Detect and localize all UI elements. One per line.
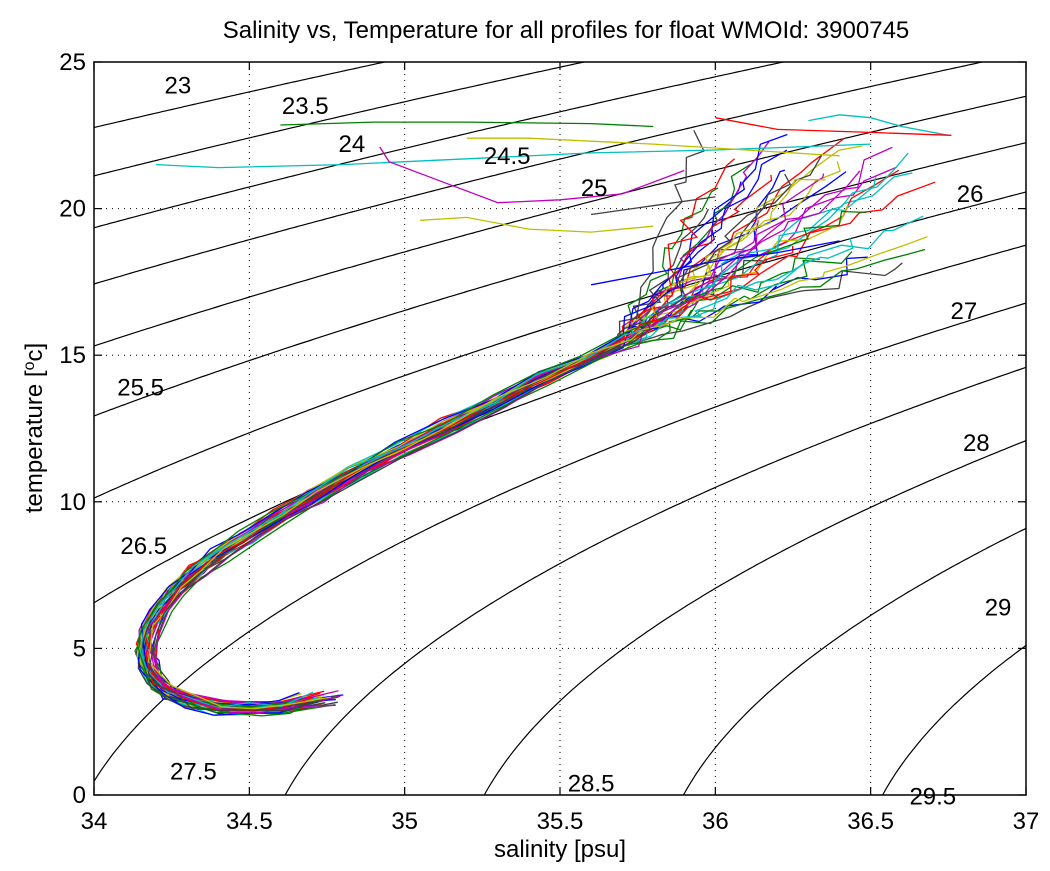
density-contour xyxy=(94,244,1026,604)
surface-profile-line xyxy=(420,216,654,233)
density-contour xyxy=(94,62,986,285)
profile-line xyxy=(136,161,841,716)
profile-line xyxy=(145,257,820,712)
y-axis-label-sup: o xyxy=(21,361,38,370)
profile-line xyxy=(151,251,853,717)
contour-label: 27 xyxy=(951,298,978,325)
x-tick-label: 34 xyxy=(81,808,108,835)
x-axis-ticks: 34 34.5 35 35.5 36 36.5 37 xyxy=(81,62,1040,835)
y-axis-label-end: c] xyxy=(21,343,48,362)
density-contour xyxy=(682,527,1026,795)
density-contour xyxy=(284,366,1026,795)
profile-line xyxy=(153,262,903,712)
contour-label: 23.5 xyxy=(282,93,329,120)
x-axis-label: salinity [psu] xyxy=(494,836,626,863)
surface-profile-line xyxy=(715,117,952,136)
profile-line xyxy=(140,130,705,711)
profile-line xyxy=(141,248,926,715)
profile-line xyxy=(140,174,773,707)
x-tick-label: 35 xyxy=(391,808,418,835)
profile-line xyxy=(136,210,867,708)
x-tick-label: 34.5 xyxy=(226,808,273,835)
x-tick-label: 35.5 xyxy=(537,808,584,835)
surface-profile-line xyxy=(808,114,949,136)
y-axis-ticks: 0 5 10 15 20 25 xyxy=(59,49,1026,809)
density-contour xyxy=(94,62,587,177)
y-axis-label: temperature [oc] xyxy=(21,343,48,513)
x-tick-label: 36.5 xyxy=(847,808,894,835)
y-tick-label: 15 xyxy=(59,342,86,369)
y-tick-label: 25 xyxy=(59,49,86,76)
profile-line xyxy=(147,236,928,710)
contour-label: 25 xyxy=(581,175,608,202)
profile-line xyxy=(138,215,924,707)
y-tick-label: 0 xyxy=(73,782,86,809)
surface-profile-line xyxy=(280,121,654,128)
contour-label: 24.5 xyxy=(484,143,531,170)
profile-line xyxy=(135,137,845,704)
contour-label: 26 xyxy=(957,181,984,208)
profile-line xyxy=(147,173,792,712)
contour-label: 25.5 xyxy=(117,374,164,401)
contour-label: 29.5 xyxy=(909,783,956,810)
surface-profile-line xyxy=(466,137,840,157)
density-contour xyxy=(483,440,1026,795)
profile-line xyxy=(140,204,849,708)
density-contour xyxy=(94,142,1026,417)
contour-label: 28.5 xyxy=(568,770,615,797)
profile-line xyxy=(140,237,854,709)
density-contour xyxy=(881,645,1026,795)
profile-line xyxy=(134,187,719,711)
surface-profile-line xyxy=(156,143,871,169)
x-tick-label: 37 xyxy=(1013,808,1040,835)
contour-label: 23 xyxy=(165,72,192,99)
density-contour xyxy=(94,302,1026,782)
density-contour xyxy=(94,191,1026,499)
contour-label: 27.5 xyxy=(170,759,217,786)
density-contours xyxy=(94,62,1026,795)
chart-title: Salinity vs, Temperature for all profile… xyxy=(223,17,910,44)
grid-lines xyxy=(94,62,1026,795)
y-tick-label: 20 xyxy=(59,196,86,223)
profile-line xyxy=(137,172,913,708)
profile-line xyxy=(154,146,893,714)
surface-profile-line xyxy=(590,240,840,286)
contour-label: 24 xyxy=(339,131,366,158)
surface-profile-line xyxy=(591,196,716,216)
profile-line xyxy=(137,208,709,713)
density-contour xyxy=(94,62,388,129)
x-tick-label: 36 xyxy=(702,808,729,835)
y-axis-label-main: temperature [ xyxy=(21,370,48,513)
profile-lines xyxy=(134,114,952,717)
profile-line xyxy=(148,166,897,706)
contour-label: 28 xyxy=(963,430,990,457)
y-tick-label: 5 xyxy=(73,635,86,662)
surface-profile-line xyxy=(379,146,685,204)
y-tick-label: 10 xyxy=(59,489,86,516)
contour-label: 29 xyxy=(985,594,1012,621)
contour-labels: 23 23.5 24 24.5 25 26 27 28 29 25.5 26.5 27.5 28.5 29… xyxy=(117,72,1011,810)
contour-label: 26.5 xyxy=(120,533,167,560)
